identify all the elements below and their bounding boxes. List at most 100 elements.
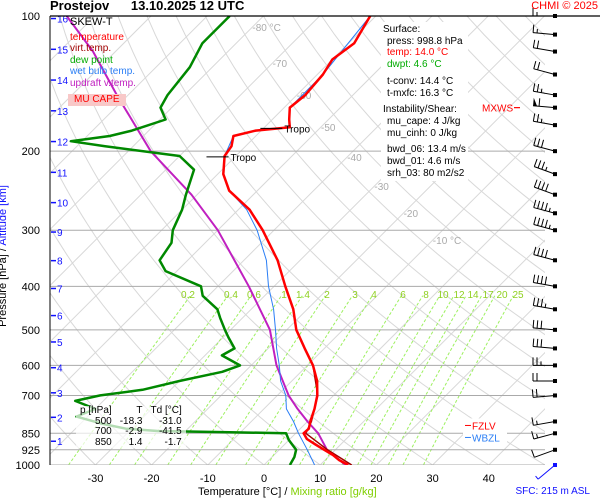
- isotherm: [432, 351, 545, 465]
- legend-virt-temp: virt.temp.: [70, 43, 112, 54]
- mu-cape: mu_cape: 4 J/kg: [387, 115, 461, 127]
- pressure-tick-label: 925: [22, 445, 40, 457]
- dry-adiabat: [554, 16, 600, 465]
- series-wet-bulb-temp: [222, 16, 371, 465]
- altitude-tick-label: 7: [57, 284, 63, 295]
- series-updraft-v-temp: [65, 16, 347, 465]
- wind-barb-point: [553, 105, 557, 110]
- surface-title: Surface:: [383, 24, 421, 35]
- wind-barb-point: [553, 228, 557, 233]
- cell: 1.4: [128, 436, 143, 448]
- altitude-tick-label: 5: [57, 338, 63, 349]
- cell: -41.5: [158, 426, 182, 437]
- ylabel-sep: /: [0, 246, 9, 255]
- mixing-ratio-label: 1.4: [296, 290, 310, 301]
- altitude-tick-label: 3: [57, 389, 63, 400]
- isotherm: [50, 16, 152, 118]
- temperature-tick-label: 0: [261, 473, 267, 485]
- wind-barb-point: [553, 172, 557, 177]
- mixing-ratio-label: 2: [324, 290, 330, 301]
- wind-barb-staff: [533, 327, 556, 331]
- x-axis-label: Temperature [°C] / Mixing ratio [g/kg]: [198, 486, 377, 498]
- wind-barb-point: [553, 419, 557, 424]
- surface-dwpt: dwpt: 4.6 °C: [387, 59, 442, 71]
- wind-barb-feather: [540, 118, 543, 123]
- wind-barb-point: [553, 447, 557, 452]
- wind-barb-feather: [540, 201, 545, 210]
- wind-barb-staff: [534, 449, 556, 458]
- temperature-tick-label: 30: [426, 473, 438, 485]
- wind-barb-point: [553, 211, 557, 216]
- wind-barb-point: [553, 431, 557, 436]
- t-conv: t-conv: 14.4 °C: [387, 75, 454, 87]
- wind-barb-staff: [533, 68, 556, 75]
- dry-adiabat: [146, 16, 545, 433]
- series-temperature: [222, 16, 372, 465]
- wind-barb-feather: [533, 246, 537, 255]
- isotherm: [544, 464, 545, 465]
- wind-barb-feather: [540, 139, 545, 148]
- info-panel: Surface: press: 998.8 hPa temp: 14.0 °C …: [381, 22, 468, 182]
- t-mxfc: t-mxfc: 16.3 °C: [387, 87, 454, 99]
- cell: -18.3: [119, 415, 143, 427]
- mixing-ratio-line: [68, 295, 191, 465]
- legend: SKEW-T temperature virt.temp. dew point …: [70, 16, 136, 89]
- wind-barb-feather: [531, 389, 534, 398]
- wind-barb-feather: [536, 83, 540, 93]
- th-td: Td [°C]: [150, 405, 182, 416]
- wind-barb-point: [553, 363, 557, 368]
- wind-barb-feather: [537, 62, 541, 70]
- wind-barb-feather: [548, 224, 551, 229]
- wind-barb-feather: [545, 166, 548, 171]
- wind-barb-feather: [535, 475, 539, 480]
- temperature-tick-label: 10: [314, 473, 326, 485]
- mixing-ratio-line: [341, 295, 441, 465]
- wind-barb-feather: [536, 433, 539, 439]
- isotherm: [50, 16, 320, 287]
- legend-dew-point: dew point: [70, 54, 113, 66]
- altitude-tick-label: 9: [57, 228, 63, 239]
- mixing-ratio-label: 12: [453, 290, 465, 301]
- wind-barb-feather: [532, 39, 536, 48]
- isotherm-label: -20: [404, 209, 419, 220]
- mixing-ratio-line: [134, 295, 252, 465]
- isotherm-label: -30: [374, 182, 389, 193]
- cell: -2.9: [125, 426, 143, 437]
- isotherm: [50, 16, 208, 174]
- mixing-ratio-line: [322, 295, 424, 465]
- wind-barb-staff: [533, 144, 556, 152]
- mixing-ratio-label: 0.4: [224, 290, 238, 301]
- ylabel-pressure: Pressure [hPa]: [0, 254, 9, 327]
- wind-barb-feather: [541, 182, 546, 191]
- wind-barb-feather: [533, 199, 537, 208]
- mixing-ratio-line: [370, 295, 467, 465]
- isotherm: [263, 183, 545, 465]
- isotherm-label: -80 °C: [252, 23, 280, 34]
- mixing-ratio-line: [423, 295, 514, 465]
- mixing-ratio-label: 8: [423, 290, 429, 301]
- wind-barb-point: [553, 192, 557, 197]
- wind-barb-point: [553, 346, 557, 351]
- wind-barb-feather: [536, 320, 539, 329]
- instability-title: Instability/Shear:: [383, 104, 457, 116]
- wind-barb-staff: [533, 47, 556, 53]
- wind-barb-point: [553, 123, 557, 128]
- mu-cinh: mu_cinh: 0 J/kg: [387, 127, 458, 139]
- altitude-tick-label: 16: [57, 15, 69, 26]
- isotherm: [50, 16, 264, 231]
- credit-link[interactable]: CHMI © 2025: [531, 0, 598, 12]
- wind-barb-staff: [533, 282, 556, 287]
- isotherm: [50, 16, 377, 343]
- wind-barb-point: [553, 93, 557, 98]
- wind-barb-feather: [537, 160, 542, 169]
- cell: -31.0: [158, 415, 182, 427]
- table-row: 700 -2.9 -41.5: [76, 426, 186, 438]
- mixing-ratio-label: 10: [437, 290, 449, 301]
- surface-temp: temp: 14.0 °C: [387, 47, 449, 59]
- pressure-tick-label: 200: [22, 146, 40, 158]
- mixing-ratio-line: [267, 295, 373, 465]
- dry-adiabat: [321, 16, 545, 243]
- wind-barb-point: [553, 258, 557, 263]
- wind-barb-point: [553, 307, 557, 312]
